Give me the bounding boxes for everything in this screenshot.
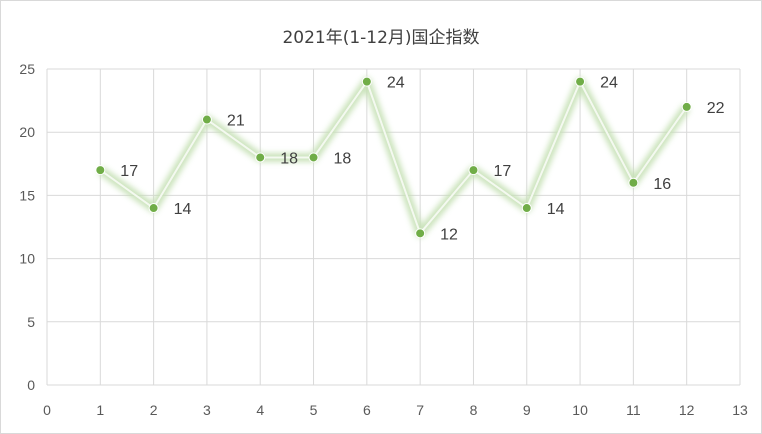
data-label: 14 [174,201,192,218]
x-tick-label: 11 [626,402,641,418]
y-tick-label: 0 [27,377,35,393]
data-label: 18 [280,150,298,167]
data-label: 22 [707,100,725,117]
x-tick-label: 4 [256,402,264,418]
x-tick-label: 12 [679,402,695,418]
x-tick-label: 13 [732,402,748,418]
x-tick-label: 1 [96,402,104,418]
data-label: 12 [440,226,458,243]
data-point [201,114,212,125]
y-tick-label: 15 [19,187,35,203]
data-label: 24 [387,75,405,92]
x-tick-label: 8 [470,402,478,418]
data-point [681,101,692,112]
data-point [361,76,372,87]
data-label: 18 [334,150,352,167]
x-tick-label: 7 [416,402,424,418]
y-tick-label: 25 [19,61,35,77]
data-point [628,177,639,188]
chart-title: 2021年(1-12月)国企指数 [282,28,480,48]
y-tick-label: 10 [19,251,35,267]
data-label: 17 [493,163,511,180]
series-line [99,80,688,235]
data-label: 16 [653,176,671,193]
x-tick-label: 10 [572,402,588,418]
x-tick-label: 2 [150,402,158,418]
x-tick-label: 0 [43,402,51,418]
data-point [148,203,159,214]
x-tick-label: 3 [203,402,211,418]
data-label: 14 [547,201,565,218]
data-point [468,165,479,176]
data-point [308,152,319,163]
data-label: 21 [227,113,245,130]
data-point [521,203,532,214]
data-label: 17 [120,163,138,180]
x-tick-label: 5 [310,402,318,418]
x-tick-label: 9 [523,402,531,418]
x-tick-label: 6 [363,402,371,418]
data-label: 24 [600,75,618,92]
data-point [255,152,266,163]
data-point [415,228,426,239]
y-tick-label: 5 [27,314,35,330]
data-point [95,165,106,176]
y-tick-label: 20 [19,124,35,140]
data-point [575,76,586,87]
